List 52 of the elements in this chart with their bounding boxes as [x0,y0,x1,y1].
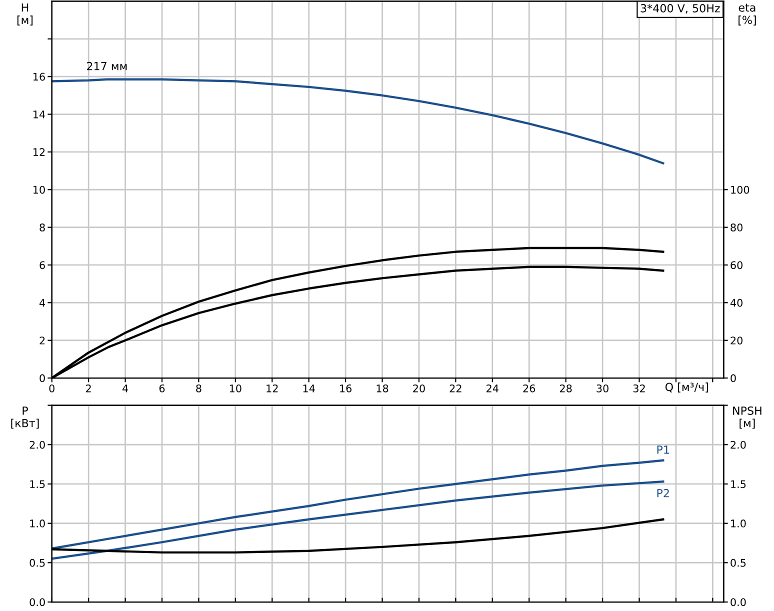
y2-axis-title: eta [%] [738,4,756,26]
x-tick-label: 24 [486,384,498,392]
y2-tick-label: 100 [731,186,750,194]
x-tick-label: 30 [596,384,608,392]
series-label: P1 [657,446,669,454]
y2-tick-label: 0.5 [730,558,746,567]
chart-title: 3*400 V, 50Hz [640,4,720,14]
y-tick-label: 0.0 [30,598,45,606]
y-axis-title: P [кВт] [11,406,39,429]
y-tick-label: 0.5 [30,558,45,567]
x-tick-label: 18 [376,384,388,392]
y-tick-label: 14 [33,110,46,118]
y2-tick-label: 1.0 [731,520,746,528]
y-tick-label: 1.0 [30,520,45,528]
annotation: 217 мм [86,62,127,70]
y-axis-title: H [м] [17,3,33,26]
y-tick-label: 1.5 [30,480,45,488]
x-tick-label: 2 [86,384,91,392]
x-axis-title: Q [м³/ч] [665,382,708,392]
x-tick-label: 8 [196,384,202,392]
y-tick-label: 0 [40,374,45,382]
x-tick-label: 22 [450,384,462,392]
x-tick-label: 6 [159,384,165,392]
series-label: P2 [657,488,669,498]
x-tick-label: 32 [633,384,645,392]
y-tick-label: 2 [40,336,45,344]
y2-tick-label: 20 [730,336,743,344]
x-tick-label: 16 [340,384,352,392]
line-series [52,78,664,164]
x-tick-label: 28 [560,384,572,392]
y2-tick-label: 80 [730,224,743,232]
y2-tick-label: 0.0 [730,598,746,606]
y2-tick-label: 1.5 [731,480,746,488]
y-tick-label: 16 [33,72,45,81]
x-tick-label: 14 [303,384,315,392]
x-tick-label: 20 [413,384,425,392]
x-tick-label: 26 [523,384,536,392]
y-tick-label: 10 [33,186,45,194]
y-tick-label: 4 [39,299,46,307]
x-tick-label: 10 [230,384,242,392]
y2-tick-label: 60 [730,261,743,270]
y-tick-label: 6 [40,261,45,270]
x-tick-label: 12 [266,384,278,392]
x-tick-label: 4 [122,384,128,392]
x-tick-label: 0 [49,384,54,392]
y-tick-label: 2.0 [30,440,45,449]
y-tick-label: 8 [40,224,45,232]
y2-tick-label: 0 [730,374,736,382]
y2-tick-label: 40 [730,298,743,307]
y2-axis-title: NPSH [м] [733,406,762,429]
y-tick-label: 12 [33,148,45,156]
y2-tick-label: 2.0 [730,440,746,449]
